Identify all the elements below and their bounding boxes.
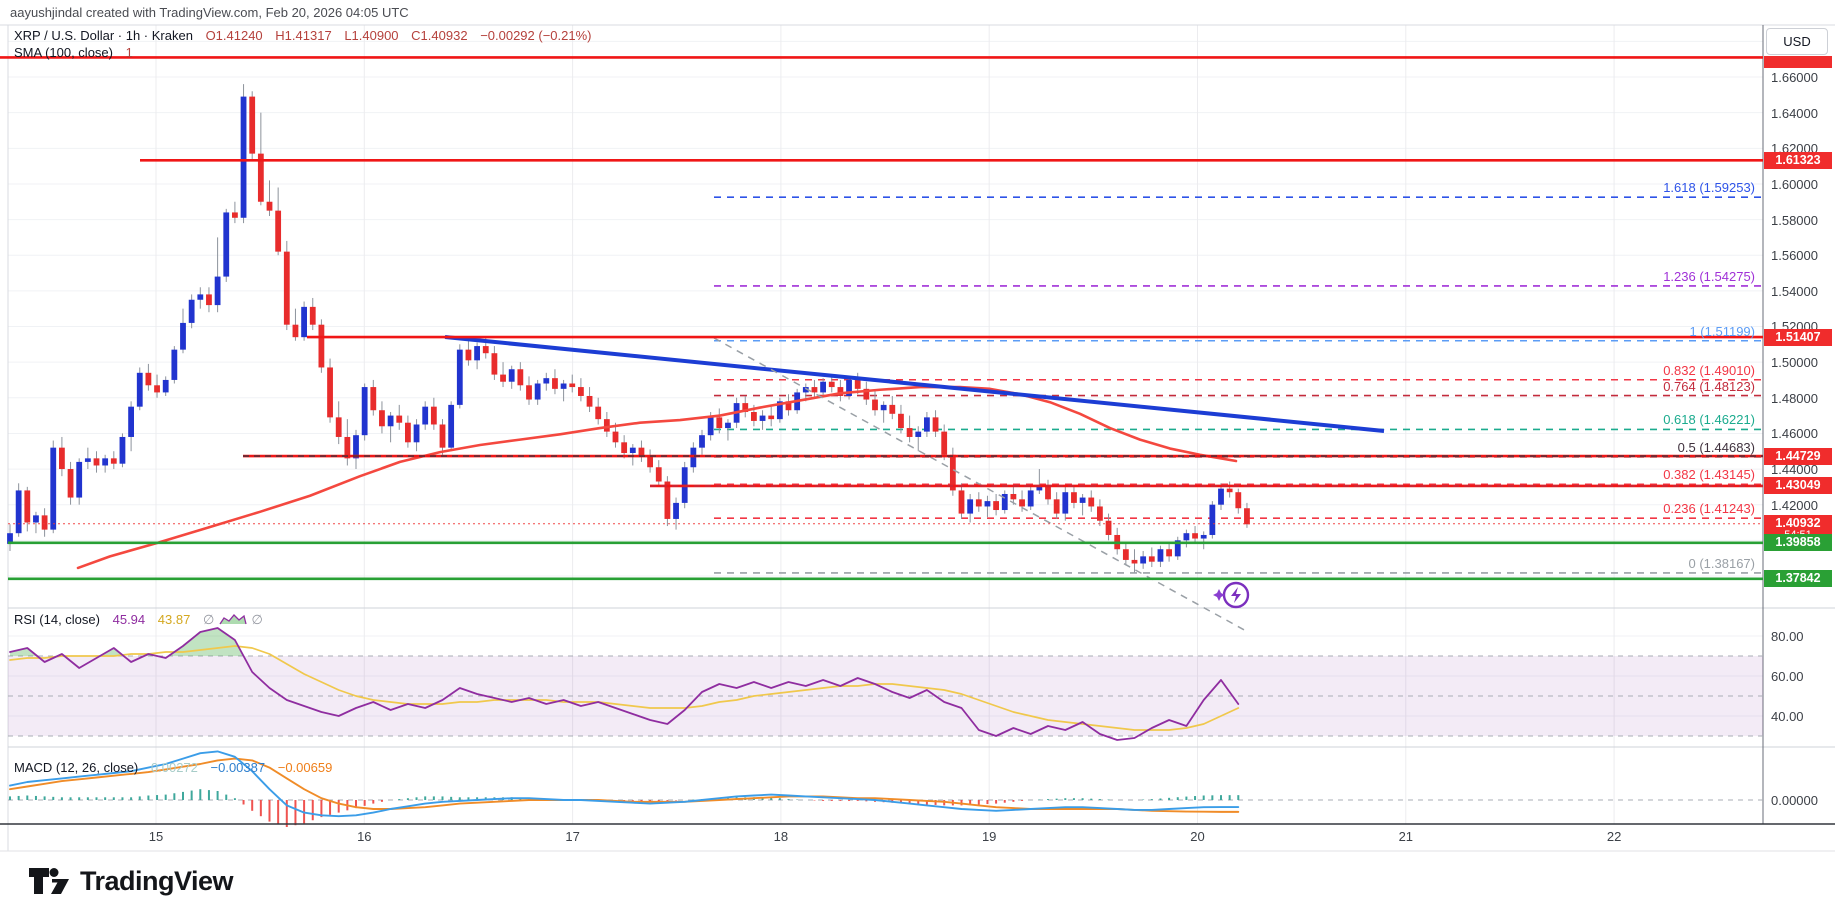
time-axis-label: 22 — [1606, 829, 1622, 844]
price-badge: 1.51407 — [1764, 328, 1832, 346]
price-tick-label: 1.66000 — [1771, 70, 1818, 85]
price-tick-label: 1.56000 — [1771, 248, 1818, 264]
rsi-title: RSI (14, close) — [14, 612, 100, 627]
tradingview-logo[interactable]: TradingView — [28, 864, 234, 898]
ohlc-open: O1.41240 — [205, 28, 263, 43]
sma-legend: SMA (100, close) 1 — [14, 45, 133, 60]
currency-chip[interactable]: USD — [1766, 28, 1828, 55]
fib-level-label: 0.5 (1.44683) — [1677, 439, 1755, 455]
price-tick-label: 1.48000 — [1771, 390, 1818, 406]
ohlc-change: −0.00292 (−0.21%) — [480, 28, 592, 43]
fib-level-label: 1 (1.51199) — [1689, 323, 1755, 339]
fib-level-label: 0.382 (1.43145) — [1663, 467, 1755, 483]
time-axis-label: 15 — [148, 829, 164, 844]
rsi-tick-label: 40.00 — [1771, 709, 1804, 724]
time-axis-label: 18 — [773, 829, 789, 844]
tradingview-logo-icon — [29, 868, 69, 894]
time-axis-label: 19 — [981, 829, 997, 844]
price-tick-label: 1.42000 — [1771, 497, 1818, 513]
rsi-tick-label: 60.00 — [1771, 669, 1804, 684]
macd-signal-value: −0.00659 — [277, 760, 333, 775]
time-axis-label: 21 — [1398, 829, 1414, 844]
macd-hist-value: 0.00272 — [150, 760, 198, 775]
fib-level-label: 1.236 (1.54275) — [1663, 268, 1755, 284]
price-tick-label: 1.44000 — [1771, 462, 1818, 478]
rsi-value: 45.94 — [112, 612, 146, 627]
price-tick-label: 1.50000 — [1771, 355, 1818, 371]
fib-level-label: 0.236 (1.41243) — [1663, 501, 1755, 517]
hidden-price-badge — [1764, 56, 1832, 68]
ohlc-high: H1.41317 — [275, 28, 332, 43]
sma-title: SMA (100, close) — [14, 45, 113, 60]
price-tick-label: 1.60000 — [1771, 176, 1818, 192]
price-badge: 1.39858 — [1764, 534, 1832, 552]
rsi-empty-icon: ∅ — [202, 612, 215, 627]
fib-level-label: 1.618 (1.59253) — [1663, 180, 1755, 196]
rsi-empty-icon2: ∅ — [251, 612, 263, 627]
price-badge: 1.37842 — [1764, 570, 1832, 588]
macd-legend: MACD (12, 26, close) 0.00272 −0.00387 −0… — [14, 760, 332, 775]
time-axis-label: 17 — [565, 829, 580, 844]
price-tick-label: 1.54000 — [1771, 283, 1818, 299]
time-axis-label: 20 — [1190, 829, 1205, 844]
fib-level-label: 0 (1.38167) — [1688, 555, 1756, 571]
rsi-tick-label: 80.00 — [1771, 629, 1804, 644]
ohlc-low: L1.40900 — [344, 28, 399, 43]
flash-marker-icon[interactable] — [1213, 581, 1250, 609]
currency-label: USD — [1783, 34, 1811, 49]
fib-level-label: 0.764 (1.48123) — [1663, 378, 1755, 394]
rsi-ma-value: 43.87 — [157, 612, 191, 627]
macd-tick-label: 0.00000 — [1771, 793, 1818, 808]
attribution-text: aayushjindal created with TradingView.co… — [10, 5, 409, 20]
macd-title: MACD (12, 26, close) — [14, 760, 139, 775]
symbol-title: XRP / U.S. Dollar · 1h · Kraken — [14, 28, 193, 43]
ohlc-close: C1.40932 — [411, 28, 468, 43]
fib-level-label: 0.618 (1.46221) — [1663, 412, 1755, 428]
macd-line-value: −0.00387 — [210, 760, 266, 775]
tradingview-logo-text: TradingView — [80, 865, 234, 896]
fib-level-label: 0.832 (1.49010) — [1663, 362, 1755, 378]
price-badge: 1.44729 — [1764, 447, 1832, 465]
time-axis-label: 16 — [357, 829, 372, 844]
sma-value: 1 — [125, 45, 133, 60]
price-badge: 1.43049 — [1764, 477, 1832, 495]
rsi-legend: RSI (14, close) 45.94 43.87 ∅ ∅ — [14, 611, 263, 628]
symbol-legend: XRP / U.S. Dollar · 1h · Kraken O1.41240… — [14, 28, 592, 43]
price-tick-label: 1.46000 — [1771, 426, 1818, 442]
price-tick-label: 1.58000 — [1771, 212, 1818, 228]
price-tick-label: 1.64000 — [1771, 105, 1818, 121]
price-badge: 1.61323 — [1764, 151, 1832, 169]
rsi-sparkline-icon — [219, 614, 247, 625]
